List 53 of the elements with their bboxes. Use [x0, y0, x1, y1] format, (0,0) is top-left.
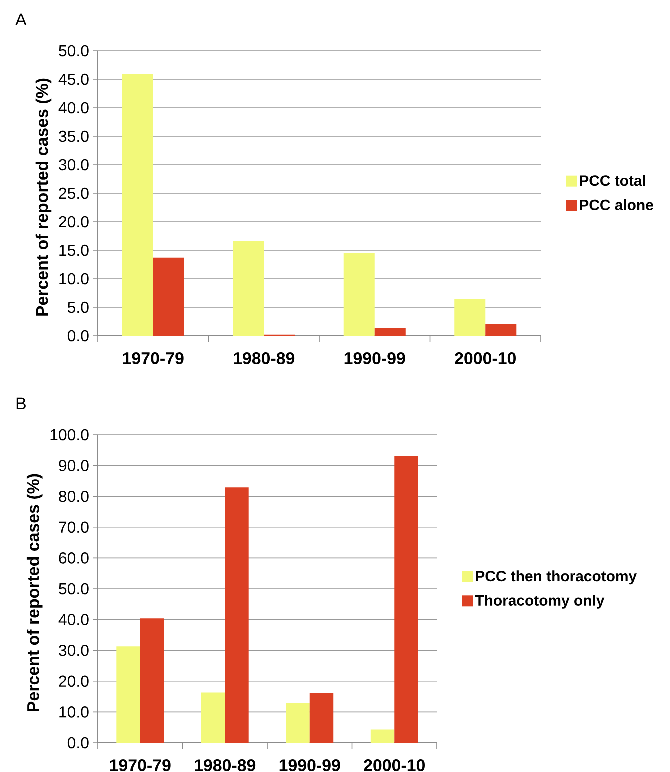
y-tick-label: 10.0 — [60, 706, 89, 718]
x-tick-label: 1990-99 — [344, 352, 406, 365]
y-tick-label: 0.0 — [68, 737, 89, 749]
bar — [394, 456, 418, 743]
x-tick-label: 1970-79 — [123, 352, 184, 365]
bar — [122, 74, 154, 336]
chart-title: A — [16, 14, 27, 26]
y-tick-label: 100.0 — [50, 429, 89, 441]
bar — [225, 488, 249, 743]
y-tick-label: 60.0 — [59, 552, 89, 564]
y-axis-title: Percent of reported cases (%) — [36, 78, 52, 316]
y-axis-title: Percent of reported cases (%) — [26, 474, 43, 712]
legend-label: PCC alone — [580, 199, 654, 210]
x-tick-label: 2000-10 — [364, 760, 425, 772]
bar — [153, 258, 184, 336]
x-tick-label: 1990-99 — [280, 760, 340, 772]
y-tick-label: 35.0 — [59, 130, 89, 142]
y-tick-label: 30.0 — [59, 159, 89, 171]
bar — [344, 253, 375, 336]
y-tick-label: 90.0 — [59, 460, 89, 472]
bar — [201, 692, 226, 743]
y-tick-label: 40.0 — [58, 102, 89, 114]
bar — [233, 241, 264, 336]
legend-label: PCC total — [580, 175, 646, 186]
bar — [454, 300, 486, 336]
y-tick-label: 30.0 — [59, 644, 89, 656]
y-tick-label: 80.0 — [59, 490, 89, 502]
y-tick-label: 0.0 — [68, 330, 89, 342]
legend-label: Thoracotomy only — [475, 594, 605, 609]
y-tick-label: 20.0 — [59, 216, 89, 228]
y-tick-label: 70.0 — [59, 522, 89, 534]
y-tick-label: 40.0 — [58, 614, 89, 626]
y-tick-label: 50.0 — [59, 45, 89, 57]
y-tick-label: 25.0 — [59, 188, 89, 200]
bar — [486, 324, 517, 336]
x-tick-label: 1970-79 — [110, 760, 171, 772]
legend-label: PCC then thoracotomy — [476, 570, 637, 585]
chart-title: B — [16, 398, 26, 410]
bar — [286, 702, 310, 743]
bar — [310, 693, 334, 743]
y-tick-label: 50.0 — [59, 583, 89, 595]
bar — [370, 730, 395, 743]
bar — [140, 618, 164, 743]
x-tick-label: 1980-89 — [195, 760, 256, 772]
bar — [116, 646, 140, 743]
x-tick-label: 1980-89 — [234, 352, 295, 365]
x-tick-label: 2000-10 — [455, 352, 516, 365]
bar — [374, 328, 406, 336]
y-tick-label: 5.0 — [68, 302, 89, 314]
y-tick-label: 20.0 — [59, 676, 89, 688]
y-tick-label: 45.0 — [58, 74, 89, 86]
y-tick-label: 10.0 — [60, 273, 89, 285]
y-tick-label: 15.0 — [60, 244, 89, 256]
